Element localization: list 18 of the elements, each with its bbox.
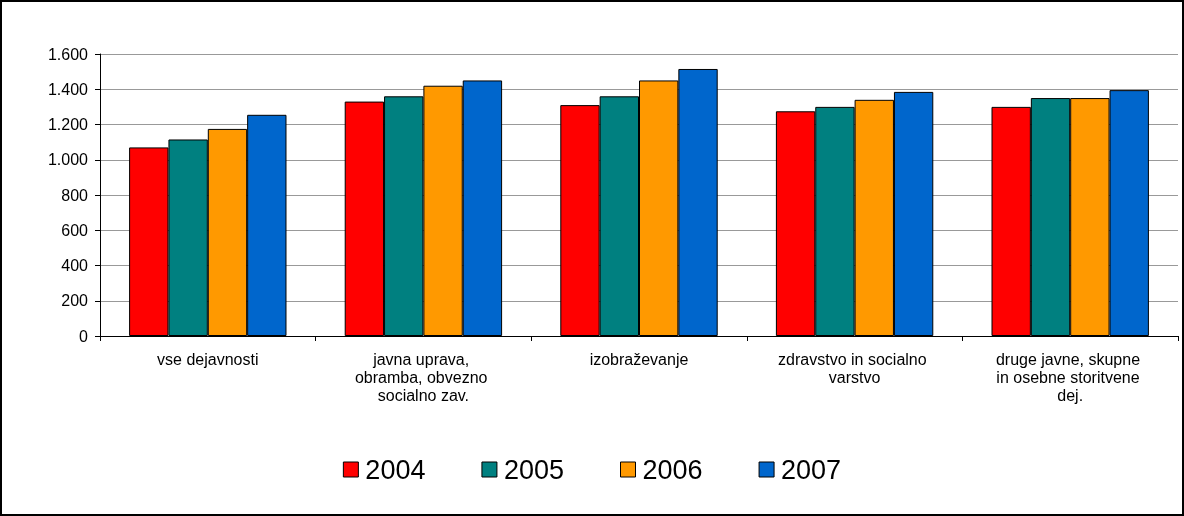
x-tick-label: izobraževanje (589, 350, 689, 368)
y-tick-label: 1.400 (47, 80, 89, 98)
y-tick-label: 1.000 (47, 151, 89, 169)
y-tick-label: 800 (61, 186, 89, 204)
y-tick-label: 400 (61, 257, 89, 274)
y-tick-label: 1.600 (47, 45, 89, 63)
legend-label: 2007 (781, 454, 842, 485)
legend-label: 2005 (503, 454, 565, 485)
x-tick-label: javna uprava, obramba, obvezno socialno zav. (354, 350, 492, 404)
y-tick-label: 600 (61, 221, 89, 239)
y-tick-label: 0 (79, 327, 89, 345)
x-tick-label: zdravstvo in socialno varstvo (778, 350, 932, 386)
x-tick-label: vse dejavnosti (157, 350, 259, 368)
x-tick-label: druge javne, skupne in osebne storitvene dej. (995, 350, 1145, 404)
y-tick-label: 200 (61, 292, 89, 310)
y-tick-label: 1.200 (47, 116, 89, 133)
legend-label: 2006 (642, 454, 703, 485)
legend-label: 2004 (365, 454, 426, 485)
